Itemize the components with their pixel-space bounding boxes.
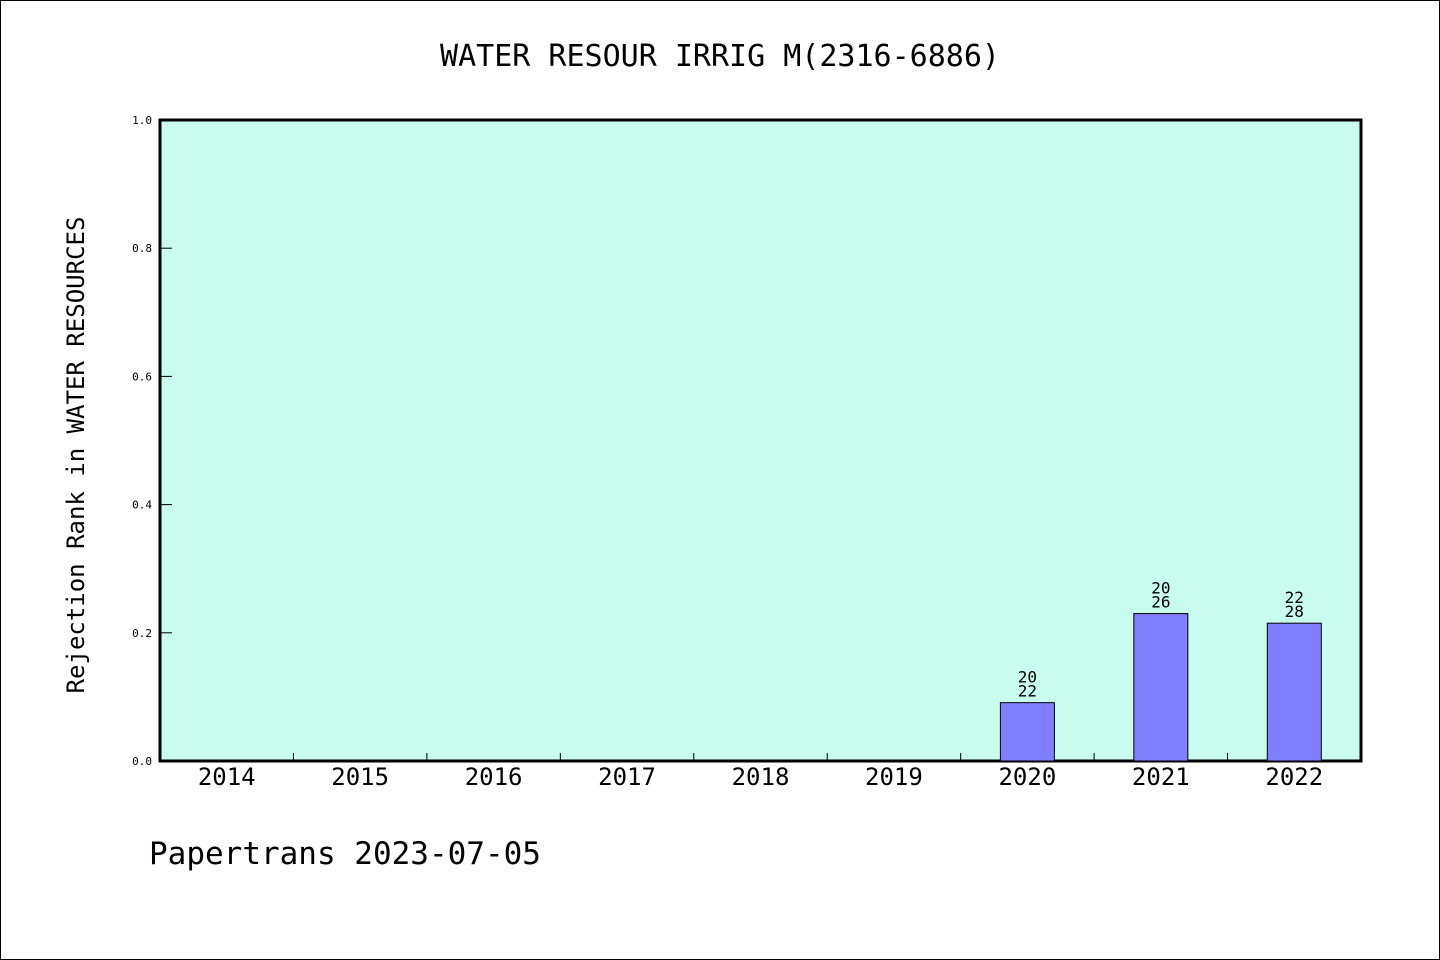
x-tick-label: 2016 <box>465 763 523 791</box>
x-tick-label: 2022 <box>1265 763 1323 791</box>
y-tick-label: 0.6 <box>132 370 152 383</box>
chart-title: WATER RESOUR IRRIG M(2316-6886) <box>440 39 1000 74</box>
y-tick-label: 0.2 <box>132 627 152 640</box>
footer-date: Papertrans 2023-07-05 <box>149 836 541 872</box>
x-tick-label: 2020 <box>998 763 1056 791</box>
y-tick-label: 1.0 <box>132 114 152 127</box>
bar-data-label: 26 <box>1151 593 1170 612</box>
bar-data-label: 28 <box>1285 602 1304 621</box>
bar-2022 <box>1266 622 1322 762</box>
x-tick-label: 2017 <box>598 763 656 791</box>
bar-2021 <box>1133 613 1189 762</box>
x-tick-label: 2019 <box>865 763 923 791</box>
bar-data-label: 20 <box>1151 579 1170 598</box>
bar-2020 <box>999 702 1055 762</box>
y-tick-label: 0.8 <box>132 242 152 255</box>
y-tick-label: 0.0 <box>132 755 152 768</box>
bar-data-label: 20 <box>1018 668 1037 687</box>
x-tick-label: 2014 <box>198 763 256 791</box>
x-tick-label: 2021 <box>1132 763 1190 791</box>
bar-data-label: 22 <box>1018 682 1037 701</box>
y-axis-label: Rejection Rank in WATER RESOURCES <box>62 217 90 694</box>
x-tick-label: 2018 <box>732 763 790 791</box>
bar-data-label: 22 <box>1285 588 1304 607</box>
y-tick-label: 0.4 <box>132 499 152 512</box>
x-tick-label: 2015 <box>331 763 389 791</box>
